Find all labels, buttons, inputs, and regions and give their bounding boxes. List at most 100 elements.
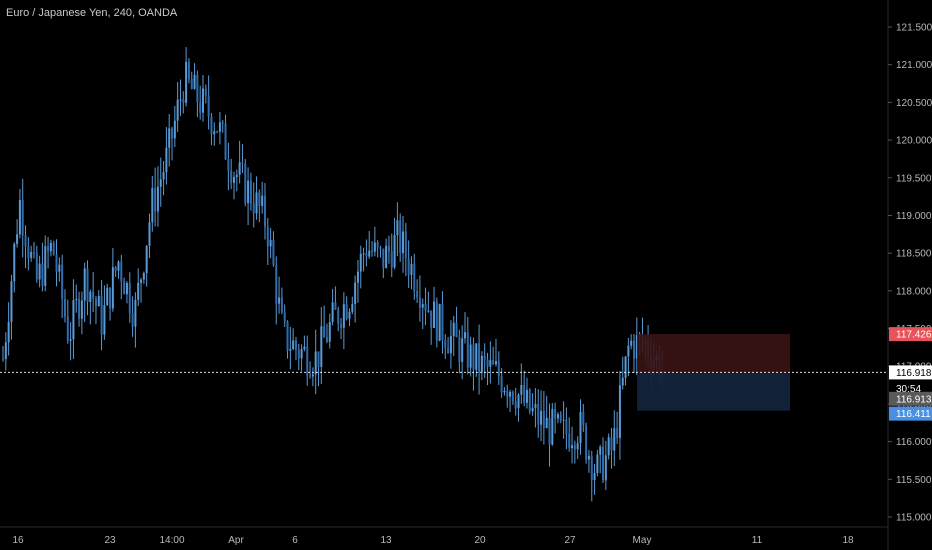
candle — [125, 281, 128, 304]
candle — [627, 338, 630, 377]
candle — [244, 158, 247, 207]
time-tick-label: 23 — [104, 535, 116, 546]
candle — [7, 302, 10, 356]
candle — [472, 337, 475, 391]
candle — [58, 257, 61, 282]
candle — [49, 239, 52, 257]
candle — [359, 245, 362, 289]
candle — [10, 274, 13, 340]
candle — [554, 402, 557, 434]
candle — [171, 126, 174, 161]
candle — [540, 390, 543, 442]
candle — [106, 283, 109, 306]
candle — [365, 239, 368, 267]
candle — [109, 287, 112, 321]
candle — [371, 241, 374, 257]
candle — [407, 240, 410, 288]
time-tick-label: May — [633, 535, 652, 546]
candle — [356, 259, 359, 303]
candle — [280, 287, 283, 315]
candle — [579, 399, 582, 455]
candle — [444, 334, 447, 359]
candle — [551, 403, 554, 446]
position-zone[interactable] — [637, 334, 790, 411]
candle — [511, 390, 514, 405]
candle — [224, 114, 227, 161]
candle — [199, 85, 202, 120]
candle — [247, 167, 250, 226]
time-tick-label: 14:00 — [159, 535, 184, 546]
candle — [80, 291, 83, 335]
candle — [168, 114, 171, 167]
candle — [486, 352, 489, 386]
candle — [100, 280, 103, 351]
candle — [218, 112, 221, 145]
candle — [590, 450, 593, 502]
candle — [230, 158, 233, 190]
candle — [272, 231, 275, 267]
candle — [292, 328, 295, 351]
candle — [66, 299, 69, 344]
candle — [4, 332, 7, 371]
candle — [41, 242, 44, 292]
candle — [447, 337, 450, 354]
candle — [379, 245, 382, 258]
candle — [165, 127, 168, 185]
candle — [433, 286, 436, 329]
candle — [337, 306, 340, 332]
candle — [500, 368, 503, 398]
stop-loss-zone[interactable] — [637, 334, 790, 373]
price-axis[interactable]: 121.500 121.000 120.500 120.000 119.500 119.0… — [888, 23, 932, 524]
candle — [582, 403, 585, 432]
candle — [238, 140, 241, 184]
take-profit-zone[interactable] — [637, 372, 790, 411]
candle — [137, 268, 140, 307]
candle — [179, 79, 182, 116]
candle — [83, 262, 86, 323]
candle — [213, 122, 216, 146]
candle — [587, 449, 590, 473]
candle — [576, 436, 579, 460]
time-axis[interactable]: 16 23 14:00 Apr 6 13 20 27 May 11 18 — [12, 535, 854, 546]
candle — [216, 130, 219, 134]
candle — [466, 317, 469, 375]
price-tick-label: 118.500 — [896, 249, 932, 260]
candle — [396, 202, 399, 257]
candle — [317, 351, 320, 387]
candle — [376, 240, 379, 258]
candle — [13, 242, 16, 293]
candle — [154, 167, 157, 227]
candle — [458, 329, 461, 374]
svg-text:30:54: 30:54 — [896, 384, 921, 395]
candle — [249, 172, 252, 211]
target-price-tag: 116.411 — [889, 406, 932, 421]
candle — [131, 296, 134, 337]
candle — [334, 286, 337, 310]
candle — [227, 142, 230, 191]
candle — [140, 277, 143, 303]
time-tick-label: 16 — [12, 535, 24, 546]
candle — [207, 75, 210, 130]
candle — [478, 324, 481, 395]
candle — [258, 189, 261, 223]
price-tick-label: 120.500 — [896, 98, 932, 109]
candle — [418, 275, 421, 322]
svg-text:116.918: 116.918 — [896, 368, 932, 379]
candle — [32, 242, 35, 259]
candle — [151, 175, 154, 232]
candle — [72, 279, 75, 359]
candle — [382, 248, 385, 279]
candle — [509, 389, 512, 413]
candle — [424, 287, 427, 326]
candle — [413, 253, 416, 300]
candle — [196, 70, 199, 118]
candle — [128, 272, 131, 323]
candle — [289, 326, 292, 370]
candle — [103, 285, 106, 340]
candle — [241, 144, 244, 174]
candle — [275, 256, 278, 325]
candle — [221, 119, 224, 133]
candle — [455, 306, 458, 338]
candle — [114, 265, 117, 278]
